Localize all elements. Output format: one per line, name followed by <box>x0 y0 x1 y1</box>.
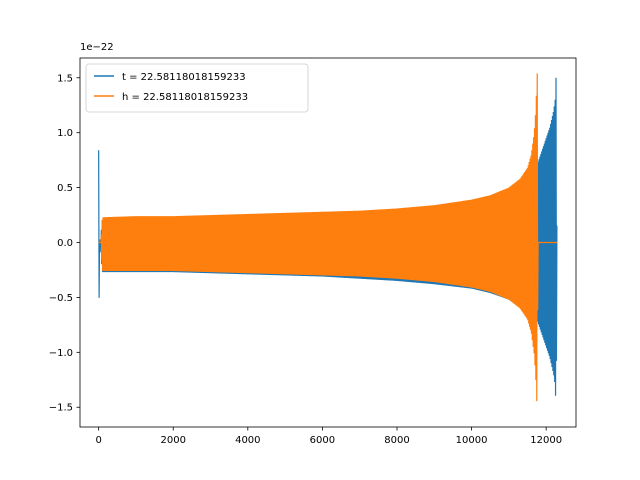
series-line-2 <box>98 73 558 402</box>
y-tick-label: 1.5 <box>57 73 73 84</box>
x-tick-label: 10000 <box>456 435 488 446</box>
legend: t = 22.58118018159233 h = 22.581180181592… <box>85 63 309 113</box>
y-offset-label: 1e−22 <box>80 42 114 53</box>
x-tick-label: 8000 <box>384 435 409 446</box>
y-tick-label: −1.5 <box>49 403 73 414</box>
x-tick-label: 0 <box>95 435 101 446</box>
x-tick-label: 12000 <box>530 435 562 446</box>
y-tick-label: 1.0 <box>57 128 73 139</box>
plot-area <box>98 73 558 402</box>
y-tick-label: 0.5 <box>57 183 73 194</box>
legend-label: h = 22.58118018159233 <box>122 92 248 103</box>
x-tick-label: 4000 <box>235 435 260 446</box>
legend-label: t = 22.58118018159233 <box>122 72 246 83</box>
x-tick-label: 6000 <box>310 435 335 446</box>
x-axis: 0 2000 4000 6000 8000 10000 12000 <box>95 427 562 446</box>
y-axis: −1.5 −1.0 −0.5 0.0 0.5 1.0 1.5 <box>49 73 80 414</box>
y-tick-label: 0.0 <box>57 238 73 249</box>
legend-box <box>85 63 309 113</box>
y-tick-label: −1.0 <box>49 348 73 359</box>
y-tick-label: −0.5 <box>49 293 73 304</box>
x-tick-label: 2000 <box>161 435 186 446</box>
